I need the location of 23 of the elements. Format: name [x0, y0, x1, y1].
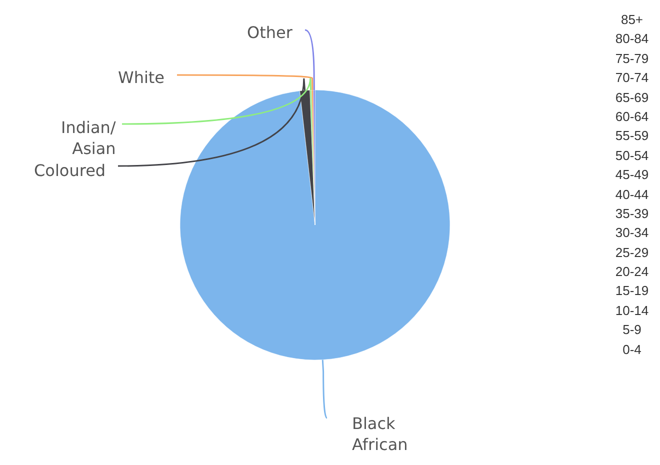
- category-label: 75-79: [614, 50, 650, 68]
- slice-label: White: [118, 68, 165, 87]
- category-label: 35-39: [614, 204, 650, 223]
- category-label: 40-44: [614, 186, 650, 204]
- slice-label: Indian/Asian: [61, 118, 116, 158]
- slice-label: Black African: [352, 414, 408, 454]
- category-label: 55-59: [614, 127, 650, 146]
- category-label: 20-24: [614, 263, 650, 282]
- category-label: 0-4: [622, 340, 642, 359]
- category-label: 25-29: [614, 244, 650, 262]
- slice-label: Other: [247, 23, 293, 42]
- category-label: 80-84: [614, 30, 650, 48]
- slice-label: Coloured: [34, 161, 106, 180]
- category-label: 30-34: [614, 224, 650, 242]
- category-label: 50-54: [614, 146, 650, 165]
- category-label: 60-64: [614, 108, 650, 126]
- category-label: 70-74: [614, 69, 650, 88]
- category-label: 85+: [620, 11, 644, 29]
- category-label: 15-19: [614, 282, 650, 300]
- category-label: 45-49: [614, 166, 650, 184]
- category-label: 65-69: [614, 88, 650, 107]
- category-label: 10-14: [614, 302, 650, 320]
- category-label: 5-9: [622, 321, 642, 340]
